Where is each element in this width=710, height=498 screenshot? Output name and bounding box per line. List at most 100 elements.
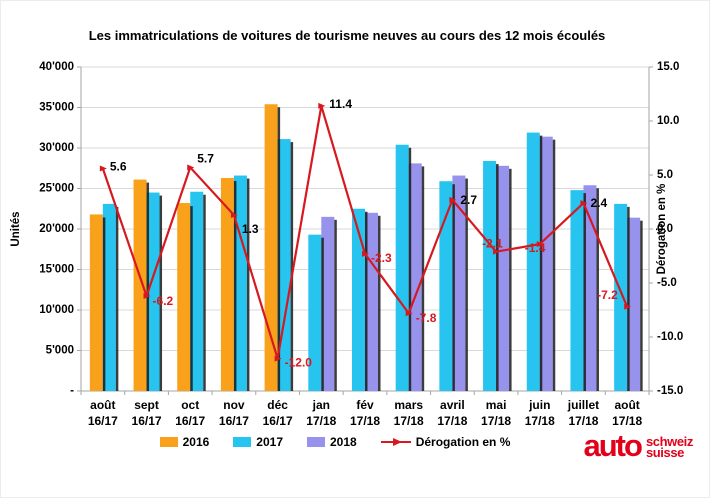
bar-2017-août-17/18 — [614, 203, 628, 391]
line-point-marker — [493, 248, 501, 255]
bar-2018-mars-17/18 — [408, 163, 422, 391]
x-label-period: 17/18 — [612, 414, 642, 428]
x-label-month: mars — [394, 398, 423, 412]
right-axis-title: Dérogation en % — [656, 184, 668, 275]
line-point-marker — [362, 250, 369, 257]
x-label-month: août — [614, 398, 639, 412]
derogation-value-label: 1.3 — [242, 222, 259, 236]
left-axis-tick-label: 30'000 — [39, 142, 74, 154]
right-axis-tick-label: -5.0 — [657, 277, 677, 289]
left-axis-tick-label: 20'000 — [39, 223, 74, 235]
x-label-period: 17/18 — [437, 414, 467, 428]
x-label-month: sept — [134, 398, 159, 412]
left-axis-tick-label: - — [70, 385, 74, 397]
derogation-value-label: -7.2 — [597, 288, 618, 302]
derogation-value-label: -1.4 — [525, 241, 546, 255]
derogation-value-label: 5.6 — [110, 160, 127, 174]
bar-2016-août-16/17 — [89, 214, 103, 391]
right-axis-tick-label: 15.0 — [657, 61, 679, 73]
x-label-month: déc — [267, 398, 288, 412]
logo-brand: auto — [583, 428, 643, 463]
legend-label: 2018 — [330, 435, 357, 449]
chart-canvas: - 5'000 10'000 15'000 20'000 25'000 30'000 35'0… — [10, 61, 683, 428]
line-point-marker — [143, 292, 151, 299]
bar-2018-juillet-17/18 — [583, 185, 597, 391]
right-axis-tick-label: 10.0 — [657, 115, 679, 127]
x-label-period: 16/17 — [88, 414, 118, 428]
line-point-marker — [580, 200, 588, 207]
line-point-marker — [536, 241, 544, 248]
x-label-period: 17/18 — [525, 414, 555, 428]
line-point-marker — [449, 196, 457, 203]
left-axis-tick-label: 10'000 — [39, 304, 74, 316]
bar-2018-août-17/18 — [627, 217, 641, 391]
x-label-period: 16/17 — [263, 414, 293, 428]
bar-2016-nov-16/17 — [220, 177, 234, 391]
bar-2018-mai-17/18 — [496, 165, 510, 391]
left-axis-tick-label: 15'000 — [39, 264, 74, 276]
derogation-value-label: -7.8 — [416, 311, 437, 325]
bar-2018-avril-17/18 — [452, 175, 466, 391]
x-label-month: août — [90, 398, 115, 412]
left-axis-tick-label: 35'000 — [39, 102, 74, 114]
x-label-period: 16/17 — [219, 414, 249, 428]
legend-swatch — [307, 437, 325, 447]
bar-2017-avril-17/18 — [439, 181, 453, 391]
legend-item-2018: 2018 — [307, 435, 357, 449]
legend-swatch — [233, 437, 252, 447]
bars — [89, 104, 641, 392]
bar-2018-jan-17/18 — [321, 216, 335, 391]
left-axis-title: Unités — [10, 211, 22, 246]
derogation-labels: 5.6 -6.2 5.7 1.3 -12.0 11.4 -2.3 -7.8 2.7 -2.1 -1.… — [110, 97, 618, 370]
bar-shadows — [102, 107, 643, 391]
line-point-marker — [318, 102, 326, 109]
right-axis-tick-label: 0.0 — [657, 223, 673, 235]
x-label-month: nov — [223, 398, 245, 412]
logo-region-de: schweiz — [645, 434, 693, 449]
derogation-value-label: 2.7 — [460, 193, 477, 207]
x-label-period: 16/17 — [175, 414, 205, 428]
right-axis-tick-label: -10.0 — [657, 331, 683, 343]
bar-2017-oct-16/17 — [190, 191, 204, 391]
legend-line-marker — [380, 437, 411, 447]
bar-2017-juillet-17/18 — [570, 190, 584, 391]
bar-2018-juin-17/18 — [539, 136, 553, 391]
x-label-month: juin — [528, 398, 550, 412]
legend-swatch — [159, 437, 178, 447]
logo-region-fr: suisse — [645, 445, 685, 460]
legend-item-2017: 2017 — [233, 435, 283, 449]
right-axis-tick-label: -15.0 — [657, 385, 683, 397]
line-point-marker — [230, 211, 238, 218]
legend-label: Dérogation en % — [415, 435, 511, 449]
right-axis-tick-label: 5.0 — [657, 169, 673, 181]
x-label-period: 17/18 — [350, 414, 380, 428]
chart-title: Les immatriculations de voitures de tour… — [88, 28, 606, 43]
legend-item-Dérogation en %: Dérogation en % — [380, 435, 511, 449]
derogation-value-label: 11.4 — [329, 97, 352, 111]
x-label-period: 17/18 — [481, 414, 511, 428]
bar-2017-fév-17/18 — [352, 208, 365, 391]
x-label-period: 17/18 — [394, 414, 424, 428]
x-label-month: avril — [440, 398, 465, 412]
x-label-period: 17/18 — [306, 414, 336, 428]
x-label-month: fév — [356, 398, 374, 412]
line-point-marker — [187, 164, 195, 171]
left-axis-tick-label: 25'000 — [39, 183, 74, 195]
bar-2016-oct-16/17 — [177, 203, 191, 391]
derogation-value-label: 5.7 — [197, 151, 214, 165]
auto-schweiz-logo: auto schweiz suisse — [583, 428, 694, 463]
bar-2016-sept-16/17 — [133, 179, 147, 391]
bar-2017-mai-17/18 — [483, 160, 497, 391]
derogation-value-label: -6.2 — [153, 294, 174, 308]
bar-2017-juin-17/18 — [526, 132, 540, 392]
line-point-marker — [405, 310, 413, 317]
left-axis-tick-label: 40'000 — [39, 61, 74, 73]
legend-label: 2017 — [256, 435, 283, 449]
x-label-month: juillet — [567, 398, 599, 412]
x-label-month: mai — [486, 398, 507, 412]
legend-item-2016: 2016 — [159, 435, 209, 449]
bar-2016-déc-16/17 — [264, 104, 278, 391]
derogation-value-label: -12.0 — [285, 356, 313, 370]
bar-2017-jan-17/18 — [308, 234, 322, 391]
